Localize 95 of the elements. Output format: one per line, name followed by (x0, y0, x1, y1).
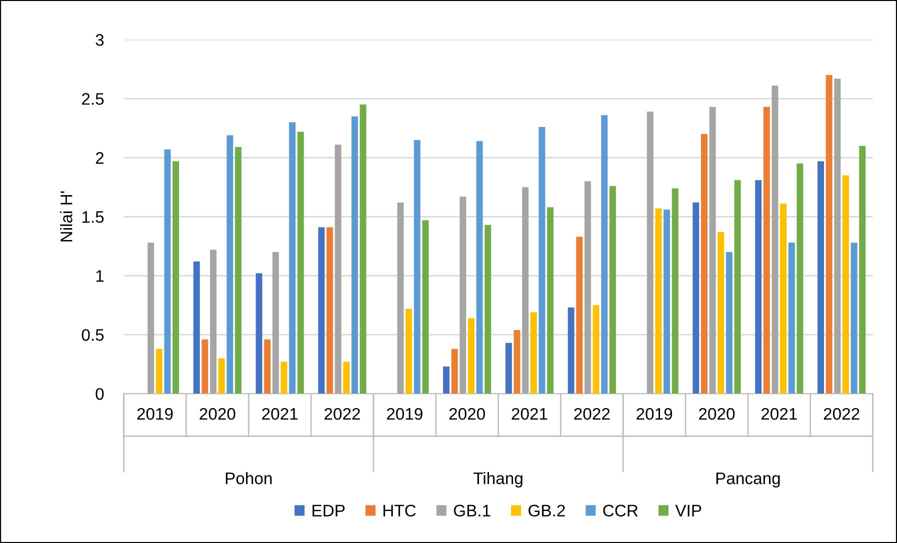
y-tick-label: 2 (96, 152, 104, 164)
text: Tihang (473, 472, 522, 488)
bar (826, 75, 832, 394)
bar (772, 86, 778, 394)
bar (796, 164, 804, 394)
y-tick-label: 1.5 (82, 211, 104, 223)
bar (592, 305, 600, 394)
bar (664, 210, 670, 394)
x-tick-label: 2022 (824, 408, 860, 420)
bar (834, 78, 841, 394)
bar (164, 149, 171, 394)
bar (193, 262, 200, 394)
bar (297, 132, 304, 394)
bar (460, 196, 466, 394)
bar (530, 312, 537, 394)
bar (226, 135, 234, 394)
x-tick-label: 2021 (761, 408, 797, 420)
bar (156, 348, 162, 394)
bar (780, 204, 787, 394)
y-tick-label: 3 (96, 34, 104, 46)
bar (406, 308, 412, 394)
bar (351, 116, 358, 394)
x-tick-label: 2020 (449, 408, 485, 420)
legend-label: CCR (603, 504, 638, 517)
legend-label: HTC (384, 504, 416, 517)
legend-label: VIP (675, 504, 702, 516)
text: Pohon (226, 472, 272, 484)
bar (522, 187, 529, 394)
x-tick-label: 2019 (137, 408, 173, 420)
bar (609, 186, 616, 394)
bar (476, 141, 483, 394)
bar (264, 339, 271, 394)
bar (422, 220, 429, 394)
bar (547, 207, 554, 394)
bar (601, 115, 608, 394)
bar (414, 140, 420, 394)
bar (318, 227, 325, 394)
bar (326, 227, 334, 394)
bar (755, 180, 762, 394)
bar (443, 366, 450, 394)
bar (397, 202, 404, 394)
bar (842, 175, 849, 394)
bar (576, 236, 583, 394)
bar (514, 330, 520, 394)
bar (451, 348, 458, 394)
bar (701, 134, 708, 394)
bar (726, 252, 732, 394)
x-tick-label: 2020 (699, 408, 735, 420)
bar (584, 181, 591, 394)
bar (763, 106, 770, 394)
bar (818, 161, 824, 394)
bar (788, 242, 795, 394)
legend-label: GB.2 (528, 504, 565, 517)
bar (646, 112, 654, 394)
bar (468, 318, 474, 394)
bar (672, 188, 678, 394)
x-tick-label: 2019 (636, 408, 672, 420)
text: Pancang (716, 472, 780, 488)
bar (148, 242, 154, 394)
x-tick-label: 2020 (200, 408, 236, 420)
bar (505, 342, 512, 394)
y-tick-label: 0 (96, 388, 104, 400)
y-tick-label: 1 (96, 270, 104, 282)
x-tick-label: 2021 (512, 408, 548, 420)
bar (334, 144, 342, 394)
x-tick-label: 2022 (324, 408, 360, 420)
legend-label: GB.1 (454, 504, 490, 517)
x-tick-label: 2019 (386, 408, 422, 420)
x-tick-label: 2022 (574, 408, 610, 420)
bar (538, 126, 546, 394)
legend-label: EDP (312, 504, 345, 516)
bar (256, 273, 262, 394)
x-tick-label: 2021 (262, 408, 298, 420)
bar (280, 362, 288, 394)
bar (289, 122, 296, 394)
bar (172, 161, 180, 394)
bar (655, 208, 662, 394)
bar (859, 146, 866, 394)
bar (709, 106, 716, 394)
bar (484, 224, 492, 394)
bar (343, 362, 350, 394)
bar (272, 252, 279, 394)
bar (568, 308, 574, 394)
bar (210, 250, 216, 394)
bar (692, 202, 700, 394)
bar (850, 242, 858, 394)
bar (202, 339, 208, 394)
bar (360, 104, 366, 394)
y-tick-label: 2.5 (82, 93, 104, 105)
bar (218, 358, 225, 394)
bar (234, 147, 242, 394)
bar (718, 232, 724, 394)
y-tick-label: 0.5 (82, 329, 104, 341)
bar (734, 180, 741, 394)
y-axis-title: Nilai H' (60, 191, 72, 242)
